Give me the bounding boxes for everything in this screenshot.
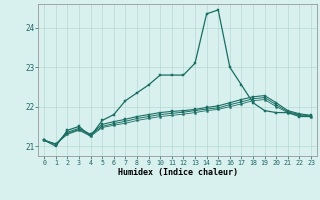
X-axis label: Humidex (Indice chaleur): Humidex (Indice chaleur) (118, 168, 238, 177)
